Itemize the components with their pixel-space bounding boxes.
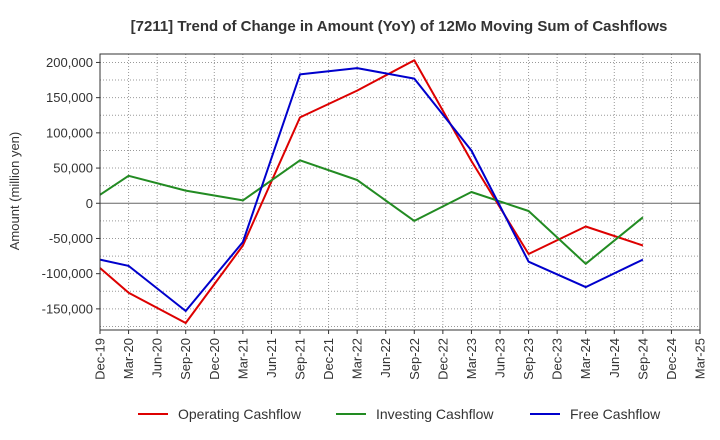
series-line-free-cashflow bbox=[99, 67, 644, 312]
x-tick-label: Sep-22 bbox=[407, 338, 422, 380]
x-tick-label: Dec-21 bbox=[321, 338, 336, 380]
x-tick-label: Mar-22 bbox=[350, 338, 365, 379]
series-line-investing-cashflow bbox=[99, 159, 644, 265]
x-tick-label: Mar-25 bbox=[693, 338, 708, 379]
x-tick-label: Dec-19 bbox=[93, 338, 108, 380]
y-axis-ticks: 200,000 150,000 100,000 50,000 0 -50,000 -100,… bbox=[42, 55, 100, 316]
x-tick-label: Jun-22 bbox=[378, 338, 393, 378]
gridlines bbox=[99, 54, 701, 330]
x-tick-label: Dec-24 bbox=[664, 338, 679, 380]
series-line-operating-cashflow bbox=[99, 59, 644, 324]
x-tick-label: Sep-23 bbox=[521, 338, 536, 380]
y-axis-label: Amount (million yen) bbox=[7, 132, 22, 251]
y-tick-label: 150,000 bbox=[46, 90, 93, 105]
series-lines bbox=[99, 59, 644, 324]
x-tick-label: Jun-23 bbox=[493, 338, 508, 378]
x-tick-label: Jun-20 bbox=[150, 338, 165, 378]
x-tick-label: Jun-21 bbox=[264, 338, 279, 378]
x-tick-label: Sep-20 bbox=[178, 338, 193, 380]
x-tick-label: Mar-20 bbox=[121, 338, 136, 379]
x-tick-label: Dec-23 bbox=[550, 338, 565, 380]
x-tick-label: Dec-20 bbox=[207, 338, 222, 380]
x-tick-label: Dec-22 bbox=[435, 338, 450, 380]
x-tick-label: Sep-21 bbox=[293, 338, 308, 380]
x-tick-label: Mar-21 bbox=[235, 338, 250, 379]
legend-label-free-cashflow: Free Cashflow bbox=[570, 406, 661, 422]
x-axis-ticks: Dec-19 Mar-20 Jun-20 Sep-20 Dec-20 Mar-21 Jun-… bbox=[93, 330, 708, 380]
legend: Operating Cashflow Investing Cashflow Free… bbox=[138, 406, 661, 422]
y-tick-label: -100,000 bbox=[42, 266, 93, 281]
x-tick-label: Sep-24 bbox=[635, 338, 650, 380]
y-tick-label: 50,000 bbox=[53, 161, 93, 176]
legend-label-investing-cashflow: Investing Cashflow bbox=[376, 406, 494, 422]
y-tick-label: -50,000 bbox=[49, 231, 93, 246]
y-tick-label: -150,000 bbox=[42, 301, 93, 316]
x-tick-label: Mar-24 bbox=[578, 338, 593, 379]
y-tick-label: 0 bbox=[86, 196, 93, 211]
legend-label-operating-cashflow: Operating Cashflow bbox=[178, 406, 302, 422]
plot-frame bbox=[99, 53, 701, 331]
x-tick-label: Mar-23 bbox=[464, 338, 479, 379]
y-tick-label: 100,000 bbox=[46, 125, 93, 140]
y-tick-label: 200,000 bbox=[46, 55, 93, 70]
chart-title: [7211] Trend of Change in Amount (YoY) o… bbox=[131, 18, 668, 35]
x-tick-label: Jun-24 bbox=[607, 338, 622, 378]
